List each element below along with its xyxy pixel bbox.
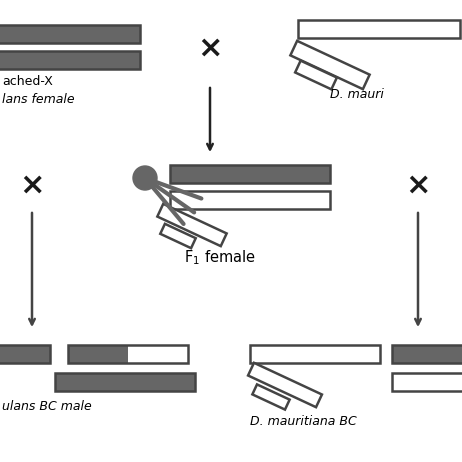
- Polygon shape: [295, 61, 337, 89]
- Bar: [0, 25, 140, 43]
- Bar: [170, 191, 330, 209]
- Text: ×: ×: [197, 34, 223, 62]
- Circle shape: [133, 166, 157, 190]
- Text: lans female: lans female: [2, 93, 75, 106]
- Polygon shape: [290, 41, 370, 89]
- Bar: [392, 345, 462, 363]
- Text: D. mauri: D. mauri: [330, 88, 384, 101]
- Text: ulans BC male: ulans BC male: [2, 400, 92, 413]
- Text: ×: ×: [19, 170, 45, 200]
- Polygon shape: [160, 224, 196, 248]
- Polygon shape: [252, 384, 290, 410]
- Polygon shape: [158, 204, 227, 246]
- Text: D. mauritiana BC: D. mauritiana BC: [250, 415, 357, 428]
- Polygon shape: [248, 363, 322, 407]
- Bar: [298, 20, 460, 38]
- Bar: [170, 165, 330, 183]
- Bar: [55, 373, 195, 391]
- Text: F$_1$ female: F$_1$ female: [184, 248, 256, 267]
- Bar: [250, 345, 380, 363]
- Bar: [0, 51, 140, 69]
- Bar: [128, 345, 188, 363]
- Text: ached-X: ached-X: [2, 75, 53, 88]
- Bar: [0, 345, 50, 363]
- Bar: [68, 345, 188, 363]
- Text: ×: ×: [405, 170, 431, 200]
- Bar: [68, 345, 128, 363]
- Bar: [392, 373, 462, 391]
